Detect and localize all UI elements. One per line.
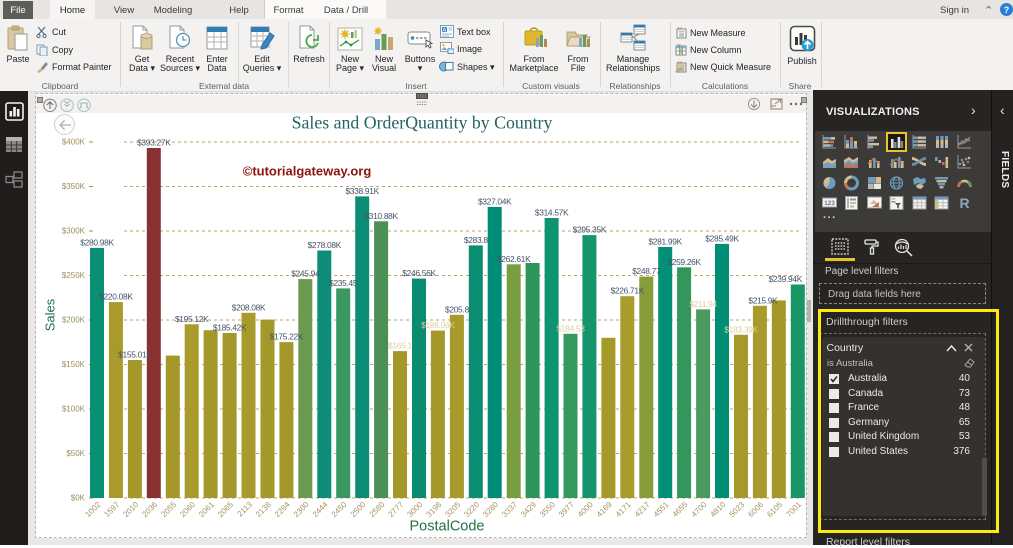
svg-text:3337: 3337 xyxy=(500,500,519,519)
svg-text:$184.53: $184.53 xyxy=(556,323,585,333)
svg-text:$295.35K: $295.35K xyxy=(573,225,607,235)
svg-text:$0K: $0K xyxy=(71,494,86,503)
svg-text:$188.06K: $188.06K xyxy=(421,320,455,330)
svg-text:3429: 3429 xyxy=(519,500,538,519)
svg-text:$280.98K: $280.98K xyxy=(80,237,114,247)
svg-text:3550: 3550 xyxy=(538,500,557,519)
svg-text:2580: 2580 xyxy=(368,500,387,519)
svg-text:3000: 3000 xyxy=(405,500,424,519)
svg-text:2450: 2450 xyxy=(330,500,349,519)
svg-text:$400K: $400K xyxy=(62,138,86,147)
svg-text:PostalCode: PostalCode xyxy=(410,519,485,535)
svg-text:2010: 2010 xyxy=(121,500,140,519)
svg-text:3220: 3220 xyxy=(462,500,481,519)
svg-text:$220.08K: $220.08K xyxy=(99,292,133,302)
svg-text:$50K: $50K xyxy=(66,449,85,458)
svg-text:$165.1: $165.1 xyxy=(388,341,412,351)
svg-text:©tutorialgateway.org: ©tutorialgateway.org xyxy=(243,164,372,179)
svg-text:1002: 1002 xyxy=(83,500,102,519)
svg-text:2500: 2500 xyxy=(349,500,368,519)
svg-text:$100K: $100K xyxy=(62,405,86,414)
svg-text:2113: 2113 xyxy=(235,500,254,519)
svg-text:2055: 2055 xyxy=(159,500,178,519)
svg-text:2300: 2300 xyxy=(292,500,311,519)
svg-text:2444: 2444 xyxy=(311,500,330,519)
svg-text:5023: 5023 xyxy=(727,500,746,519)
svg-text:3977: 3977 xyxy=(557,500,576,519)
svg-text:$215.9K: $215.9K xyxy=(748,295,778,305)
svg-text:7001: 7001 xyxy=(784,500,803,519)
svg-text:$338.91K: $338.91K xyxy=(345,186,379,196)
svg-text:$226.71K: $226.71K xyxy=(611,286,645,296)
svg-text:$248.77: $248.77 xyxy=(632,266,661,276)
svg-text:2264: 2264 xyxy=(273,500,292,519)
svg-text:$205.8: $205.8 xyxy=(445,304,469,314)
svg-text:4000: 4000 xyxy=(576,500,595,519)
svg-text:2036: 2036 xyxy=(140,500,159,519)
svg-text:$246.56K: $246.56K xyxy=(402,268,436,278)
svg-text:2061: 2061 xyxy=(197,500,216,519)
svg-text:Sales: Sales xyxy=(43,298,58,331)
svg-text:6105: 6105 xyxy=(765,500,784,519)
svg-text:$300K: $300K xyxy=(62,227,86,236)
svg-text:$195.12K: $195.12K xyxy=(175,314,209,324)
svg-text:R: R xyxy=(959,195,969,211)
svg-text:$183.39K: $183.39K xyxy=(724,324,758,334)
svg-text:$239.94K: $239.94K xyxy=(769,274,803,284)
svg-text:4217: 4217 xyxy=(633,500,652,519)
svg-text:$200K: $200K xyxy=(62,316,86,325)
svg-text:A: A xyxy=(443,28,447,34)
svg-text:$281.99K: $281.99K xyxy=(648,237,682,247)
svg-text:$314.57K: $314.57K xyxy=(535,208,569,218)
svg-text:4551: 4551 xyxy=(652,500,671,519)
svg-text:$262.61K: $262.61K xyxy=(497,254,531,264)
svg-text:3280: 3280 xyxy=(481,500,500,519)
svg-text:$259.26K: $259.26K xyxy=(667,257,701,267)
svg-text:3205: 3205 xyxy=(443,500,462,519)
svg-text:123: 123 xyxy=(824,200,835,207)
svg-text:$208.08K: $208.08K xyxy=(232,302,266,312)
svg-text:$278.08K: $278.08K xyxy=(308,240,342,250)
svg-text:1597: 1597 xyxy=(102,500,121,519)
svg-text:$350K: $350K xyxy=(62,182,86,191)
svg-text:$211.94: $211.94 xyxy=(689,299,717,309)
svg-text:2065: 2065 xyxy=(216,500,235,519)
svg-text:$185.42K: $185.42K xyxy=(213,323,247,333)
svg-text:4655: 4655 xyxy=(671,500,690,519)
svg-text:4810: 4810 xyxy=(708,500,727,519)
svg-text:$285.49K: $285.49K xyxy=(705,233,739,243)
svg-text:2060: 2060 xyxy=(178,500,197,519)
svg-text:2777: 2777 xyxy=(386,500,405,519)
svg-text:4169: 4169 xyxy=(595,500,614,519)
svg-text:2138: 2138 xyxy=(254,500,273,519)
svg-text:$393.27K: $393.27K xyxy=(137,138,171,148)
svg-text:$250K: $250K xyxy=(62,271,86,280)
svg-text:Sales and OrderQuantity by Cou: Sales and OrderQuantity by Country xyxy=(292,113,553,133)
svg-text:4171: 4171 xyxy=(614,500,633,519)
svg-text:$155.01K: $155.01K xyxy=(118,350,152,360)
svg-text:4700: 4700 xyxy=(690,500,709,519)
svg-text:$283.8: $283.8 xyxy=(464,235,488,245)
svg-text:$150K: $150K xyxy=(62,360,86,369)
svg-text:$327.04K: $327.04K xyxy=(478,196,512,206)
svg-text:$175.22K: $175.22K xyxy=(270,332,304,342)
svg-text:3198: 3198 xyxy=(424,500,443,519)
svg-text:$310.88K: $310.88K xyxy=(364,211,398,221)
svg-text:6006: 6006 xyxy=(746,500,765,519)
svg-text:$235.45: $235.45 xyxy=(329,278,358,288)
svg-text:$245.94: $245.94 xyxy=(291,269,320,279)
